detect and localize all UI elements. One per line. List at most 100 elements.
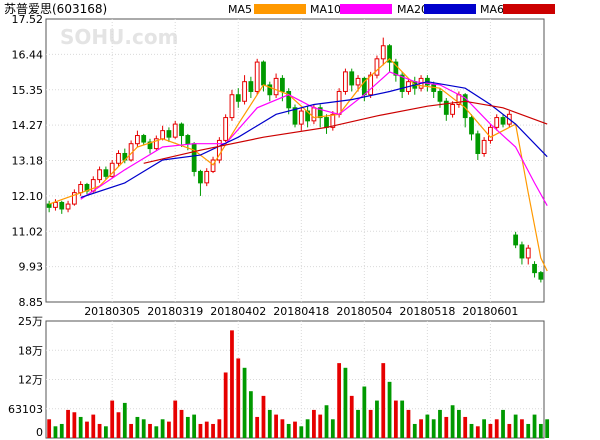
volume-bar xyxy=(393,400,398,438)
price-tick-label: 13.18 xyxy=(12,155,44,168)
candle-body xyxy=(135,135,140,145)
candle xyxy=(153,135,159,151)
candle-body xyxy=(160,130,166,140)
volume-bar xyxy=(406,409,411,438)
candle-body xyxy=(229,94,235,119)
candle xyxy=(235,88,241,108)
candle-body xyxy=(525,247,531,259)
candle xyxy=(393,58,399,82)
candle xyxy=(349,68,355,92)
date-tick-label: 20180319 xyxy=(147,305,203,318)
candle-body xyxy=(431,84,437,92)
volume-bar xyxy=(255,416,260,438)
candle-body xyxy=(273,77,279,96)
volume-panel: 25万 18万 12万 63103 0 xyxy=(8,315,550,439)
candle-body xyxy=(475,133,481,154)
candle-body xyxy=(109,162,115,177)
volume-bar xyxy=(431,419,436,438)
candle xyxy=(330,111,336,131)
volume-bar xyxy=(368,409,373,438)
candle-body xyxy=(198,170,203,184)
candle-body xyxy=(286,90,292,109)
candle xyxy=(292,104,298,128)
candle xyxy=(481,137,487,157)
volume-bar xyxy=(267,409,272,438)
candle-body xyxy=(223,117,229,141)
legend-swatch-ma60 xyxy=(503,4,555,14)
candle xyxy=(254,58,260,95)
volume-bar xyxy=(198,423,203,438)
candle xyxy=(500,114,506,128)
volume-tick-label: 25万 xyxy=(18,315,43,328)
candle xyxy=(84,182,90,195)
volume-bar xyxy=(236,358,241,438)
date-tick-label: 20180418 xyxy=(273,305,329,318)
candle xyxy=(525,244,531,265)
volume-bar xyxy=(343,367,348,438)
candle-body xyxy=(494,117,500,128)
candle-body xyxy=(349,71,355,86)
candle-body xyxy=(443,100,449,115)
candle-body xyxy=(513,234,519,246)
price-tick-label: 11.02 xyxy=(12,225,44,238)
volume-bar xyxy=(412,423,417,438)
candle-body xyxy=(437,90,443,102)
legend-swatch-ma20 xyxy=(424,4,476,14)
candle-body xyxy=(216,139,222,161)
volume-bar xyxy=(154,426,159,438)
volume-bar xyxy=(217,419,222,438)
candle-body xyxy=(53,201,58,208)
volume-bar xyxy=(248,391,253,438)
ma-line-ma10 xyxy=(80,71,548,206)
candle-body xyxy=(210,159,216,172)
volume-bar xyxy=(438,409,442,438)
volume-bar xyxy=(192,414,197,438)
candle xyxy=(305,106,310,128)
candle xyxy=(538,270,544,283)
candle-body xyxy=(71,192,77,205)
candle xyxy=(273,73,279,98)
candle-body xyxy=(97,169,102,181)
candle xyxy=(147,138,153,154)
candle xyxy=(204,168,210,187)
candle xyxy=(343,68,348,95)
volume-bar xyxy=(78,416,83,438)
date-tick-label: 20180504 xyxy=(336,305,392,318)
volume-bar xyxy=(457,409,461,438)
ma-line-ma5 xyxy=(48,57,548,272)
price-tick-label: 17.52 xyxy=(12,13,44,26)
candle xyxy=(116,150,121,167)
ma-line-ma60 xyxy=(143,100,548,164)
date-tick-label: 20180601 xyxy=(462,305,518,318)
candle-body xyxy=(280,77,285,92)
volume-bar xyxy=(179,409,184,438)
candle-body xyxy=(343,71,348,92)
volume-bar xyxy=(286,423,291,438)
volume-bar xyxy=(261,395,266,438)
volume-bar xyxy=(501,409,505,438)
candle xyxy=(103,166,109,180)
candle xyxy=(109,160,115,178)
candle xyxy=(179,122,184,147)
candle xyxy=(286,88,292,115)
candle-body xyxy=(65,203,71,210)
volume-bar xyxy=(230,330,234,438)
volume-bar xyxy=(53,426,58,438)
candle-body xyxy=(368,74,374,96)
candle-body xyxy=(481,139,487,154)
candle-body xyxy=(538,272,544,280)
ma-line-ma20 xyxy=(80,81,548,199)
volume-bar xyxy=(356,409,360,438)
candle-body xyxy=(242,81,247,102)
price-tick-label: 16.44 xyxy=(12,48,44,61)
chart-title: 苏普爱思(603168) xyxy=(4,2,107,16)
candle xyxy=(298,107,304,131)
volume-bar xyxy=(526,423,531,438)
volume-bar xyxy=(330,419,335,438)
volume-bar xyxy=(47,419,52,438)
volume-bar xyxy=(482,419,487,438)
volume-bar xyxy=(312,409,316,438)
volume-bar xyxy=(274,414,278,438)
candle xyxy=(71,189,77,206)
candle xyxy=(191,142,197,177)
